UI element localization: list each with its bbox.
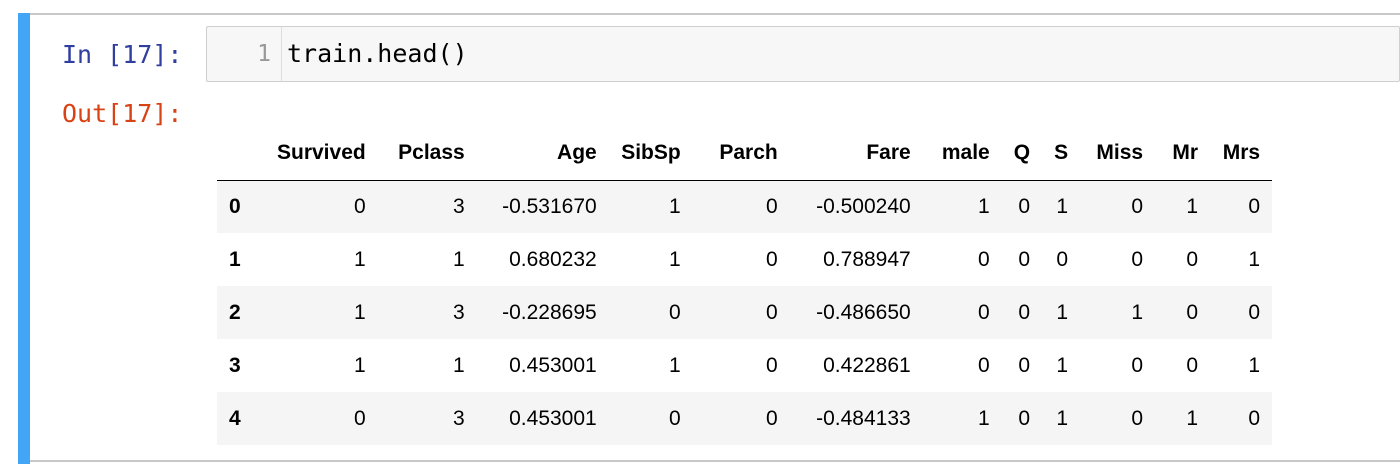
table-cell: 1 — [1056, 353, 1069, 377]
column-header-sibsp: SibSp — [608, 127, 693, 181]
table-cell: 1 — [978, 406, 990, 430]
table-cell: -0.228695 — [502, 300, 597, 324]
table-cell: -0.484133 — [816, 406, 911, 430]
table-cell: 1 — [1131, 300, 1144, 324]
table-cell: 3 — [453, 300, 465, 324]
table-cell: 0.453001 — [509, 353, 597, 377]
table-cell: 1 — [669, 353, 681, 377]
code-editor[interactable]: 1 train.head() — [206, 26, 1400, 82]
table-cell: -0.486650 — [816, 300, 911, 324]
table-cell: 0 — [1131, 247, 1144, 271]
row-index: 4 — [229, 406, 241, 430]
column-header-mrs: Mrs — [1210, 127, 1273, 181]
table-row: 0 0 3 -0.531670 1 0 -0.500240 1 0 1 0 1 … — [217, 180, 1273, 233]
table-cell: 0 — [766, 300, 778, 324]
table-cell: 0 — [1186, 353, 1199, 377]
table-row: 3 1 1 0.453001 1 0 0.422861 0 0 1 0 0 1 — [217, 339, 1272, 392]
table-cell: 3 — [453, 406, 465, 430]
table-cell: -0.500240 — [816, 194, 911, 218]
table-cell: 1 — [354, 247, 366, 271]
table-cell: -0.531670 — [502, 194, 597, 218]
table-cell: 3 — [453, 194, 465, 218]
table-cell: 1 — [1186, 194, 1199, 218]
table-cell: 0.422861 — [823, 353, 911, 377]
index-header — [217, 127, 265, 181]
row-index: 2 — [229, 300, 241, 324]
table-cell: 1 — [978, 194, 990, 218]
table-cell: 0 — [1018, 406, 1031, 430]
column-header-fare: Fare — [789, 127, 923, 181]
table-cell: 0 — [1018, 300, 1031, 324]
column-header-male: male — [922, 127, 1002, 181]
table-cell: 1 — [1248, 353, 1261, 377]
row-index: 1 — [229, 247, 241, 271]
column-header-mr: Mr — [1155, 127, 1211, 181]
table-cell: 0 — [1018, 353, 1031, 377]
table-cell: 1 — [1056, 300, 1069, 324]
line-number: 1 — [257, 41, 271, 67]
table-cell: 1 — [669, 247, 681, 271]
table-cell: 0.453001 — [509, 406, 597, 430]
table-cell: 0 — [1186, 300, 1199, 324]
table-cell: 1 — [669, 194, 681, 218]
table-cell: 1 — [1248, 247, 1261, 271]
table-cell: 0 — [1018, 247, 1031, 271]
column-header-pclass: Pclass — [377, 127, 477, 181]
table-cell: 1 — [354, 300, 366, 324]
column-header-q: Q — [1001, 127, 1043, 181]
column-header-s: S — [1042, 127, 1081, 181]
notebook-cell[interactable]: In [17]: 1 train.head() Out[17]: Survive… — [18, 13, 1400, 464]
table-cell: 1 — [453, 353, 465, 377]
table-cell: 0 — [766, 406, 778, 430]
editor-gutter-divider — [281, 27, 282, 81]
row-index: 3 — [229, 353, 241, 377]
table-cell: 0 — [1131, 194, 1144, 218]
table-row: 4 0 3 0.453001 0 0 -0.484133 1 0 1 0 1 0 — [217, 392, 1273, 445]
table-row: 2 1 3 -0.228695 0 0 -0.486650 0 0 1 1 0 … — [217, 286, 1273, 339]
column-header-miss: Miss — [1080, 127, 1156, 181]
table-cell: 0 — [978, 247, 990, 271]
table-cell: 0 — [978, 300, 990, 324]
table-cell: 0 — [669, 300, 681, 324]
table-cell: 0 — [766, 194, 778, 218]
table-header-row: Survived Pclass Age SibSp Parch Fare mal… — [217, 127, 1273, 181]
table-cell: 0.788947 — [823, 247, 911, 271]
table-cell: 1 — [453, 247, 465, 271]
table-cell: 0 — [766, 247, 778, 271]
table-cell: 0 — [1248, 194, 1261, 218]
row-index: 0 — [229, 194, 241, 218]
table-cell: 0 — [766, 353, 778, 377]
table-cell: 0 — [1018, 194, 1031, 218]
table-cell: 0 — [1056, 247, 1069, 271]
table-cell: 0 — [1131, 353, 1144, 377]
column-header-parch: Parch — [692, 127, 790, 181]
table-cell: 1 — [1056, 406, 1069, 430]
table-cell: 0.680232 — [509, 247, 597, 271]
table-row: 1 1 1 0.680232 1 0 0.788947 0 0 0 0 0 1 — [217, 233, 1272, 286]
dataframe-table: Survived Pclass Age SibSp Parch Fare mal… — [217, 127, 1273, 445]
table-cell: 0 — [1186, 247, 1199, 271]
output-prompt: Out[17]: — [62, 99, 183, 128]
table-cell: 0 — [1131, 406, 1144, 430]
input-prompt: In [17]: — [62, 40, 183, 69]
table-cell: 1 — [354, 353, 366, 377]
table-cell: 0 — [669, 406, 681, 430]
table-cell: 0 — [354, 194, 366, 218]
table-cell: 0 — [1248, 406, 1261, 430]
table-cell: 1 — [1056, 194, 1069, 218]
code-line[interactable]: train.head() — [287, 39, 468, 68]
table-cell: 0 — [978, 353, 990, 377]
column-header-age: Age — [476, 127, 609, 181]
column-header-survived: Survived — [265, 127, 378, 181]
table-cell: 1 — [1186, 406, 1199, 430]
table-cell: 0 — [1248, 300, 1261, 324]
table-cell: 0 — [354, 406, 366, 430]
selected-cell-indicator — [18, 13, 30, 464]
